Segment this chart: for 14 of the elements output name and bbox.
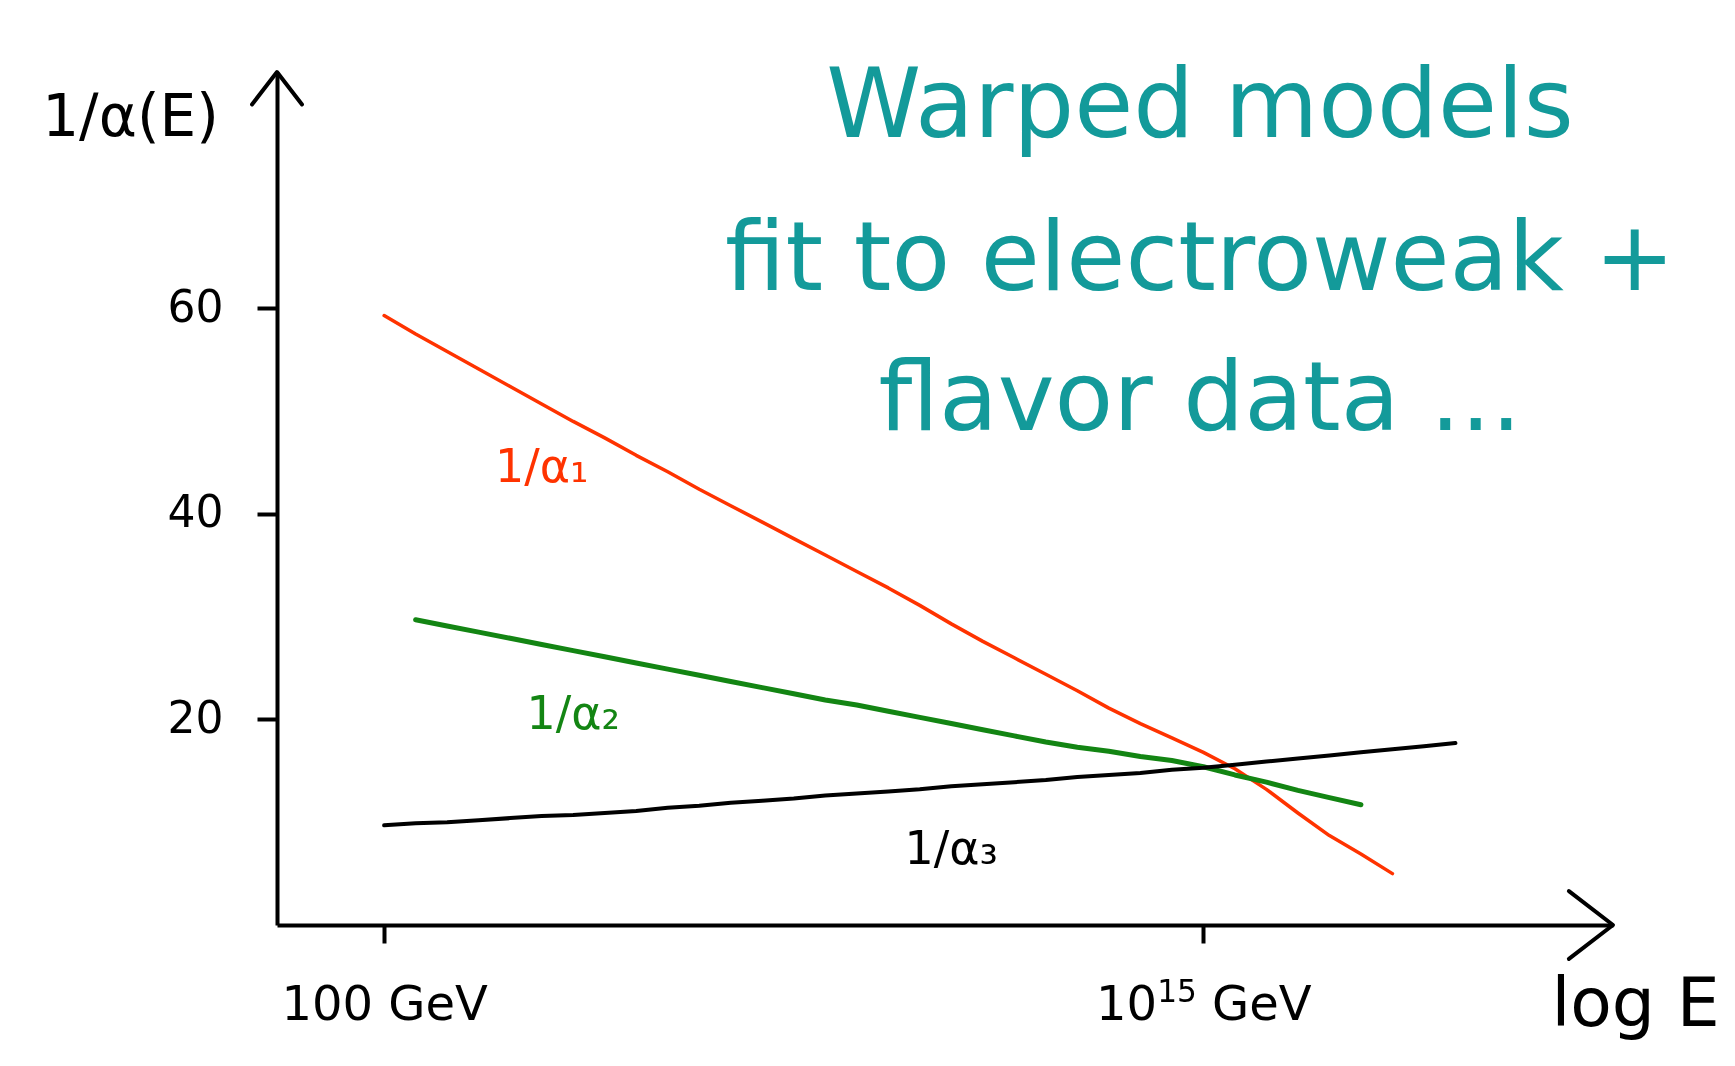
- y-tick-label: 20: [167, 691, 224, 743]
- text: fit to electroweak + flavor data ...: [725, 201, 1675, 453]
- line-series: [382, 313, 1395, 876]
- line-series: [382, 741, 1458, 828]
- x-tick-label: 10$^{15}$ GeV: [1096, 972, 1312, 1031]
- y-tick-label: 40: [167, 486, 224, 538]
- x-axis-title: log E: [1551, 962, 1720, 1042]
- series-label: 1/α₁: [494, 438, 589, 493]
- series-label: 1/α₃: [904, 821, 999, 876]
- chart-title: Warped models: [826, 48, 1574, 160]
- y-tick-label: 60: [167, 280, 224, 332]
- x-tick-label: 100 GeV: [281, 974, 489, 1031]
- y-axis-title: 1/α(E): [42, 81, 219, 150]
- series-label: 1/α₂: [526, 685, 620, 740]
